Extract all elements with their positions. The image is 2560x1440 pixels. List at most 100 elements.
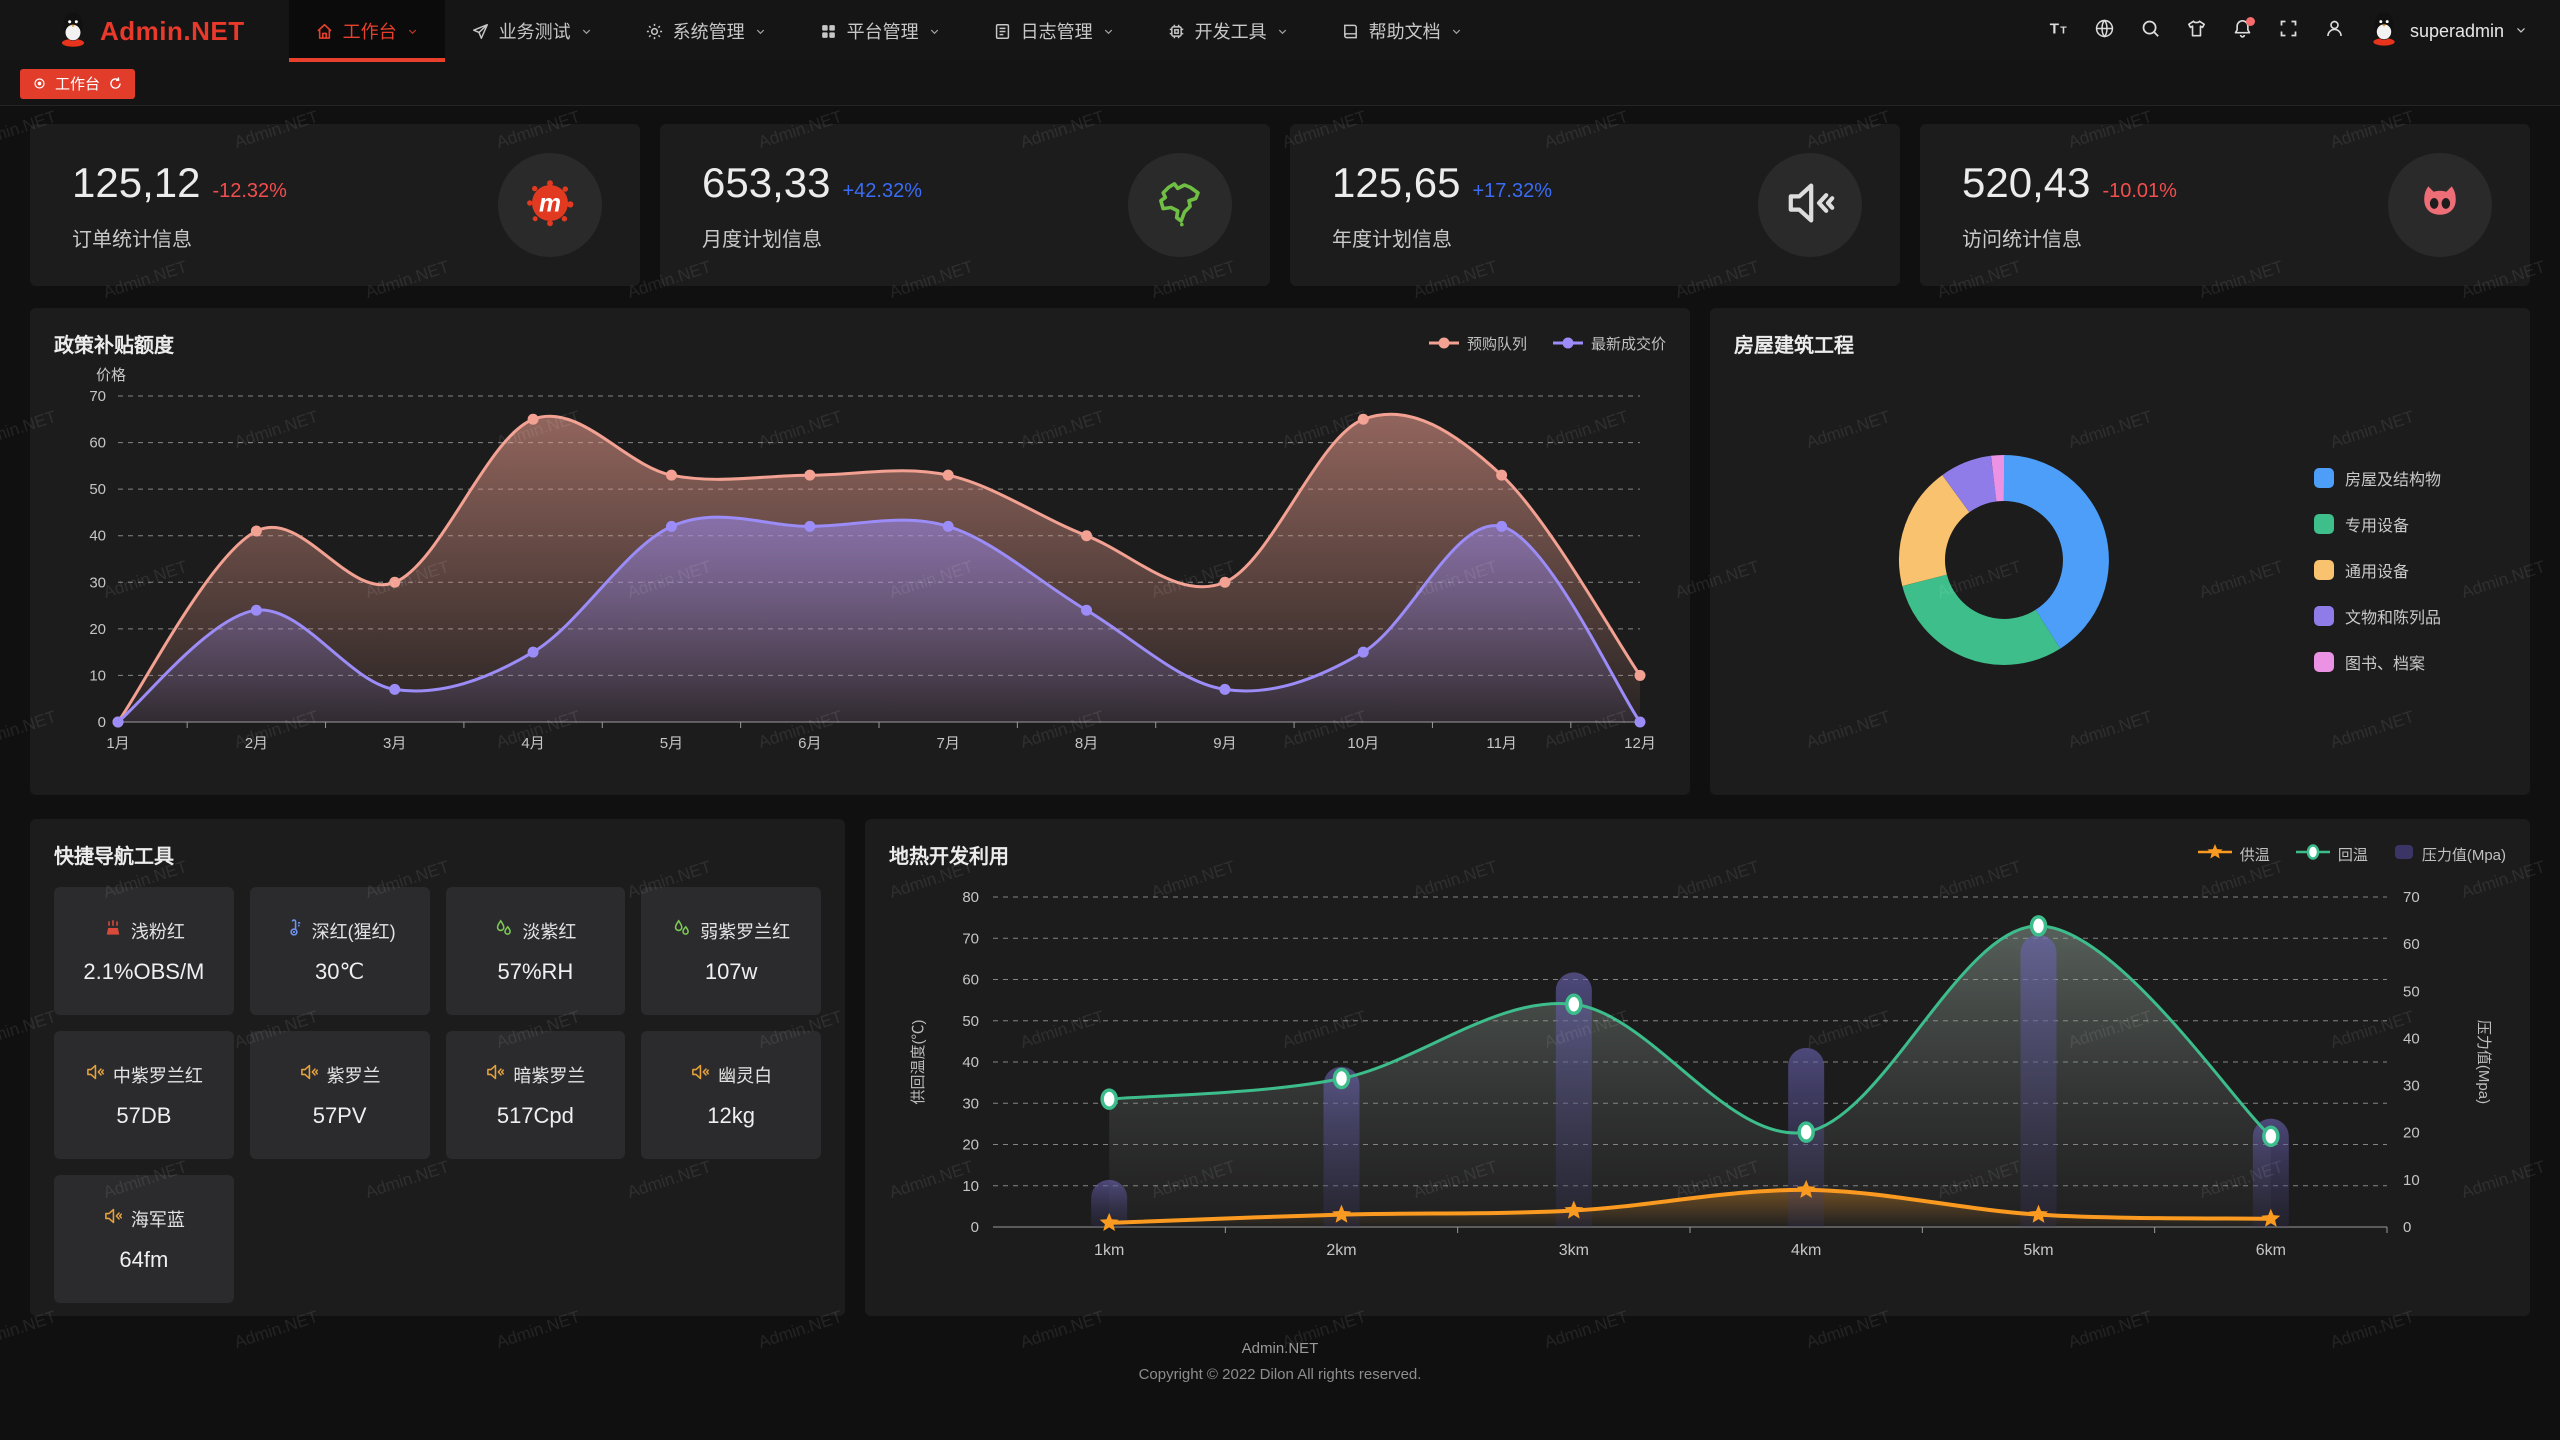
quick-nav-item-浅粉红[interactable]: 浅粉红 2.1%OBS/M — [54, 887, 234, 1015]
stat-icon-circle: m — [498, 153, 602, 257]
svg-text:3月: 3月 — [383, 735, 406, 752]
legend-label: 文物和陈列品 — [2345, 610, 2442, 627]
notification-badge — [2245, 17, 2255, 26]
legend-label: 通用设备 — [2345, 564, 2410, 581]
legend-label: 供温 — [2239, 846, 2270, 864]
legend-item-文物和陈列品[interactable]: 文物和陈列品 — [2314, 604, 2441, 628]
language-icon-button[interactable] — [2084, 10, 2126, 52]
app-title: Admin.NET — [100, 15, 245, 46]
quick-nav-item-深红(猩红)[interactable]: 深红(猩红) 30℃ — [249, 887, 430, 1015]
quick-nav-item-幽灵白[interactable]: 幽灵白 12kg — [641, 1031, 821, 1159]
nav-item-开发工具[interactable]: 开发工具 — [1141, 0, 1315, 62]
stat-icon-circle — [1758, 153, 1862, 257]
stat-label: 订单统计信息 — [72, 228, 192, 251]
quick-nav-value: 2.1%OBS/M — [83, 958, 205, 984]
legend-item-专用设备[interactable]: 专用设备 — [2314, 512, 2441, 536]
bell-icon-button[interactable] — [2222, 10, 2264, 52]
stat-icon-circle — [1128, 153, 1232, 257]
legend-item-压力值(Mpa)[interactable]: 压力值(Mpa) — [2394, 844, 2506, 865]
quick-nav-label: 浅粉红 — [130, 921, 185, 942]
svg-text:40: 40 — [2403, 1030, 2420, 1047]
quick-nav-item-紫罗兰[interactable]: 紫罗兰 57PV — [249, 1031, 430, 1159]
nav-item-label: 日志管理 — [1020, 22, 1093, 42]
svg-text:60: 60 — [2403, 936, 2420, 953]
theme-icon-button[interactable] — [2176, 10, 2218, 52]
tab-workbench[interactable]: 工作台 — [20, 68, 136, 99]
quick-nav-item-淡紫红[interactable]: 淡紫红 57%RH — [445, 887, 626, 1015]
legend-marker — [2197, 844, 2232, 864]
quick-nav-value: 107w — [704, 958, 758, 984]
humidity-icon — [494, 918, 514, 943]
svg-text:60: 60 — [962, 972, 979, 989]
language-icon — [2094, 18, 2115, 44]
svg-text:9月: 9月 — [1213, 735, 1236, 752]
nav-item-工作台[interactable]: 工作台 — [288, 0, 445, 62]
tab-bar: 工作台 — [0, 62, 2560, 106]
chevron-down-icon — [1450, 25, 1463, 38]
chevron-down-icon — [1102, 25, 1115, 38]
speaker-icon — [299, 1062, 319, 1087]
legend-item-房屋及结构物[interactable]: 房屋及结构物 — [2314, 466, 2441, 490]
legend-label: 预购队列 — [1466, 335, 1527, 353]
nav-item-业务测试[interactable]: 业务测试 — [445, 0, 619, 62]
svg-text:10月: 10月 — [1347, 735, 1379, 752]
stat-cards-row: 125,12 -12.32% 订单统计信息 m 653,33 +42.32% 月度计划信息 1… — [30, 124, 2530, 286]
refresh-icon[interactable] — [108, 76, 123, 91]
housing-donut-chart — [1899, 455, 2109, 665]
legend-label: 专用设备 — [2345, 518, 2410, 535]
nav-item-label: 平台管理 — [846, 22, 919, 42]
geothermal-chart-legend: 供温 回温 压力值(Mpa) — [2197, 844, 2506, 865]
legend-line-marker — [1552, 337, 1583, 349]
legend-item-预购队列[interactable]: 预购队列 — [1428, 333, 1527, 354]
legend-item-供温[interactable]: 供温 — [2197, 844, 2270, 865]
quick-nav-item-暗紫罗兰[interactable]: 暗紫罗兰 517Cpd — [445, 1031, 626, 1159]
nav-item-平台管理[interactable]: 平台管理 — [793, 0, 967, 62]
quick-nav-item-海军蓝[interactable]: 海军蓝 64fm — [54, 1175, 234, 1303]
search-icon — [2140, 18, 2161, 44]
username-label: superadmin — [2409, 20, 2504, 41]
geothermal-mixed-chart: 0 10 20 30 40 50 60 70 80 0 10 20 30 40 50 60 70 供回温度(℃) 压… — [910, 889, 2492, 1259]
theme-icon — [2186, 18, 2207, 44]
nav-item-日志管理[interactable]: 日志管理 — [967, 0, 1141, 62]
dot-circle-icon — [32, 76, 47, 91]
svg-text:40: 40 — [962, 1054, 979, 1071]
nav-item-帮助文档[interactable]: 帮助文档 — [1315, 0, 1489, 62]
legend-item-通用设备[interactable]: 通用设备 — [2314, 558, 2441, 582]
quick-nav-item-中紫罗兰红[interactable]: 中紫罗兰红 57DB — [54, 1031, 234, 1159]
svg-text:50: 50 — [962, 1013, 979, 1030]
app-logo[interactable]: Admin.NET — [0, 0, 289, 62]
workbench-page: 125,12 -12.32% 订单统计信息 m 653,33 +42.32% 月度计划信息 1… — [0, 106, 2560, 1387]
penguin-logo-icon — [56, 11, 90, 52]
stat-value: 125,12 — [72, 158, 201, 206]
legend-line-marker — [1428, 337, 1459, 349]
svg-text:m: m — [539, 190, 561, 217]
legend-item-图书、档案[interactable]: 图书、档案 — [2314, 650, 2441, 674]
svg-text:10: 10 — [962, 1178, 979, 1195]
quick-nav-item-弱紫罗兰红[interactable]: 弱紫罗兰红 107w — [641, 887, 821, 1015]
legend-item-回温[interactable]: 回温 — [2295, 844, 2368, 865]
stat-delta: +17.32% — [1472, 179, 1552, 202]
quick-nav-grid: 浅粉红 2.1%OBS/M 深红(猩红) 30℃ 淡紫红 57%RH 弱紫罗兰红 107w 中紫… — [54, 887, 821, 1303]
svg-text:T: T — [2061, 25, 2068, 37]
speaker-icon — [690, 1062, 710, 1087]
svg-text:压力值(Mpa): 压力值(Mpa) — [2475, 1020, 2492, 1104]
legend-item-最新成交价[interactable]: 最新成交价 — [1552, 333, 1666, 354]
user-menu[interactable]: superadmin — [2356, 0, 2560, 62]
stat-label: 访问统计信息 — [1962, 228, 2082, 251]
person-icon-button[interactable] — [2314, 10, 2356, 52]
stat-card: 653,33 +42.32% 月度计划信息 — [660, 124, 1270, 286]
search-icon-button[interactable] — [2130, 10, 2172, 52]
svg-text:2km: 2km — [1326, 1242, 1356, 1259]
fullscreen-icon-button[interactable] — [2268, 10, 2310, 52]
svg-text:7月: 7月 — [937, 735, 960, 752]
svg-text:供回温度(℃): 供回温度(℃) — [910, 1020, 927, 1105]
svg-text:5km: 5km — [2023, 1242, 2053, 1259]
nav-item-系统管理[interactable]: 系统管理 — [619, 0, 793, 62]
svg-text:0: 0 — [98, 714, 106, 731]
meetup-icon: m — [523, 176, 577, 235]
bottom-row: 快捷导航工具 浅粉红 2.1%OBS/M 深红(猩红) 30℃ 淡紫红 57%RH 弱紫罗兰… — [30, 819, 2530, 1316]
svg-text:50: 50 — [89, 481, 106, 498]
